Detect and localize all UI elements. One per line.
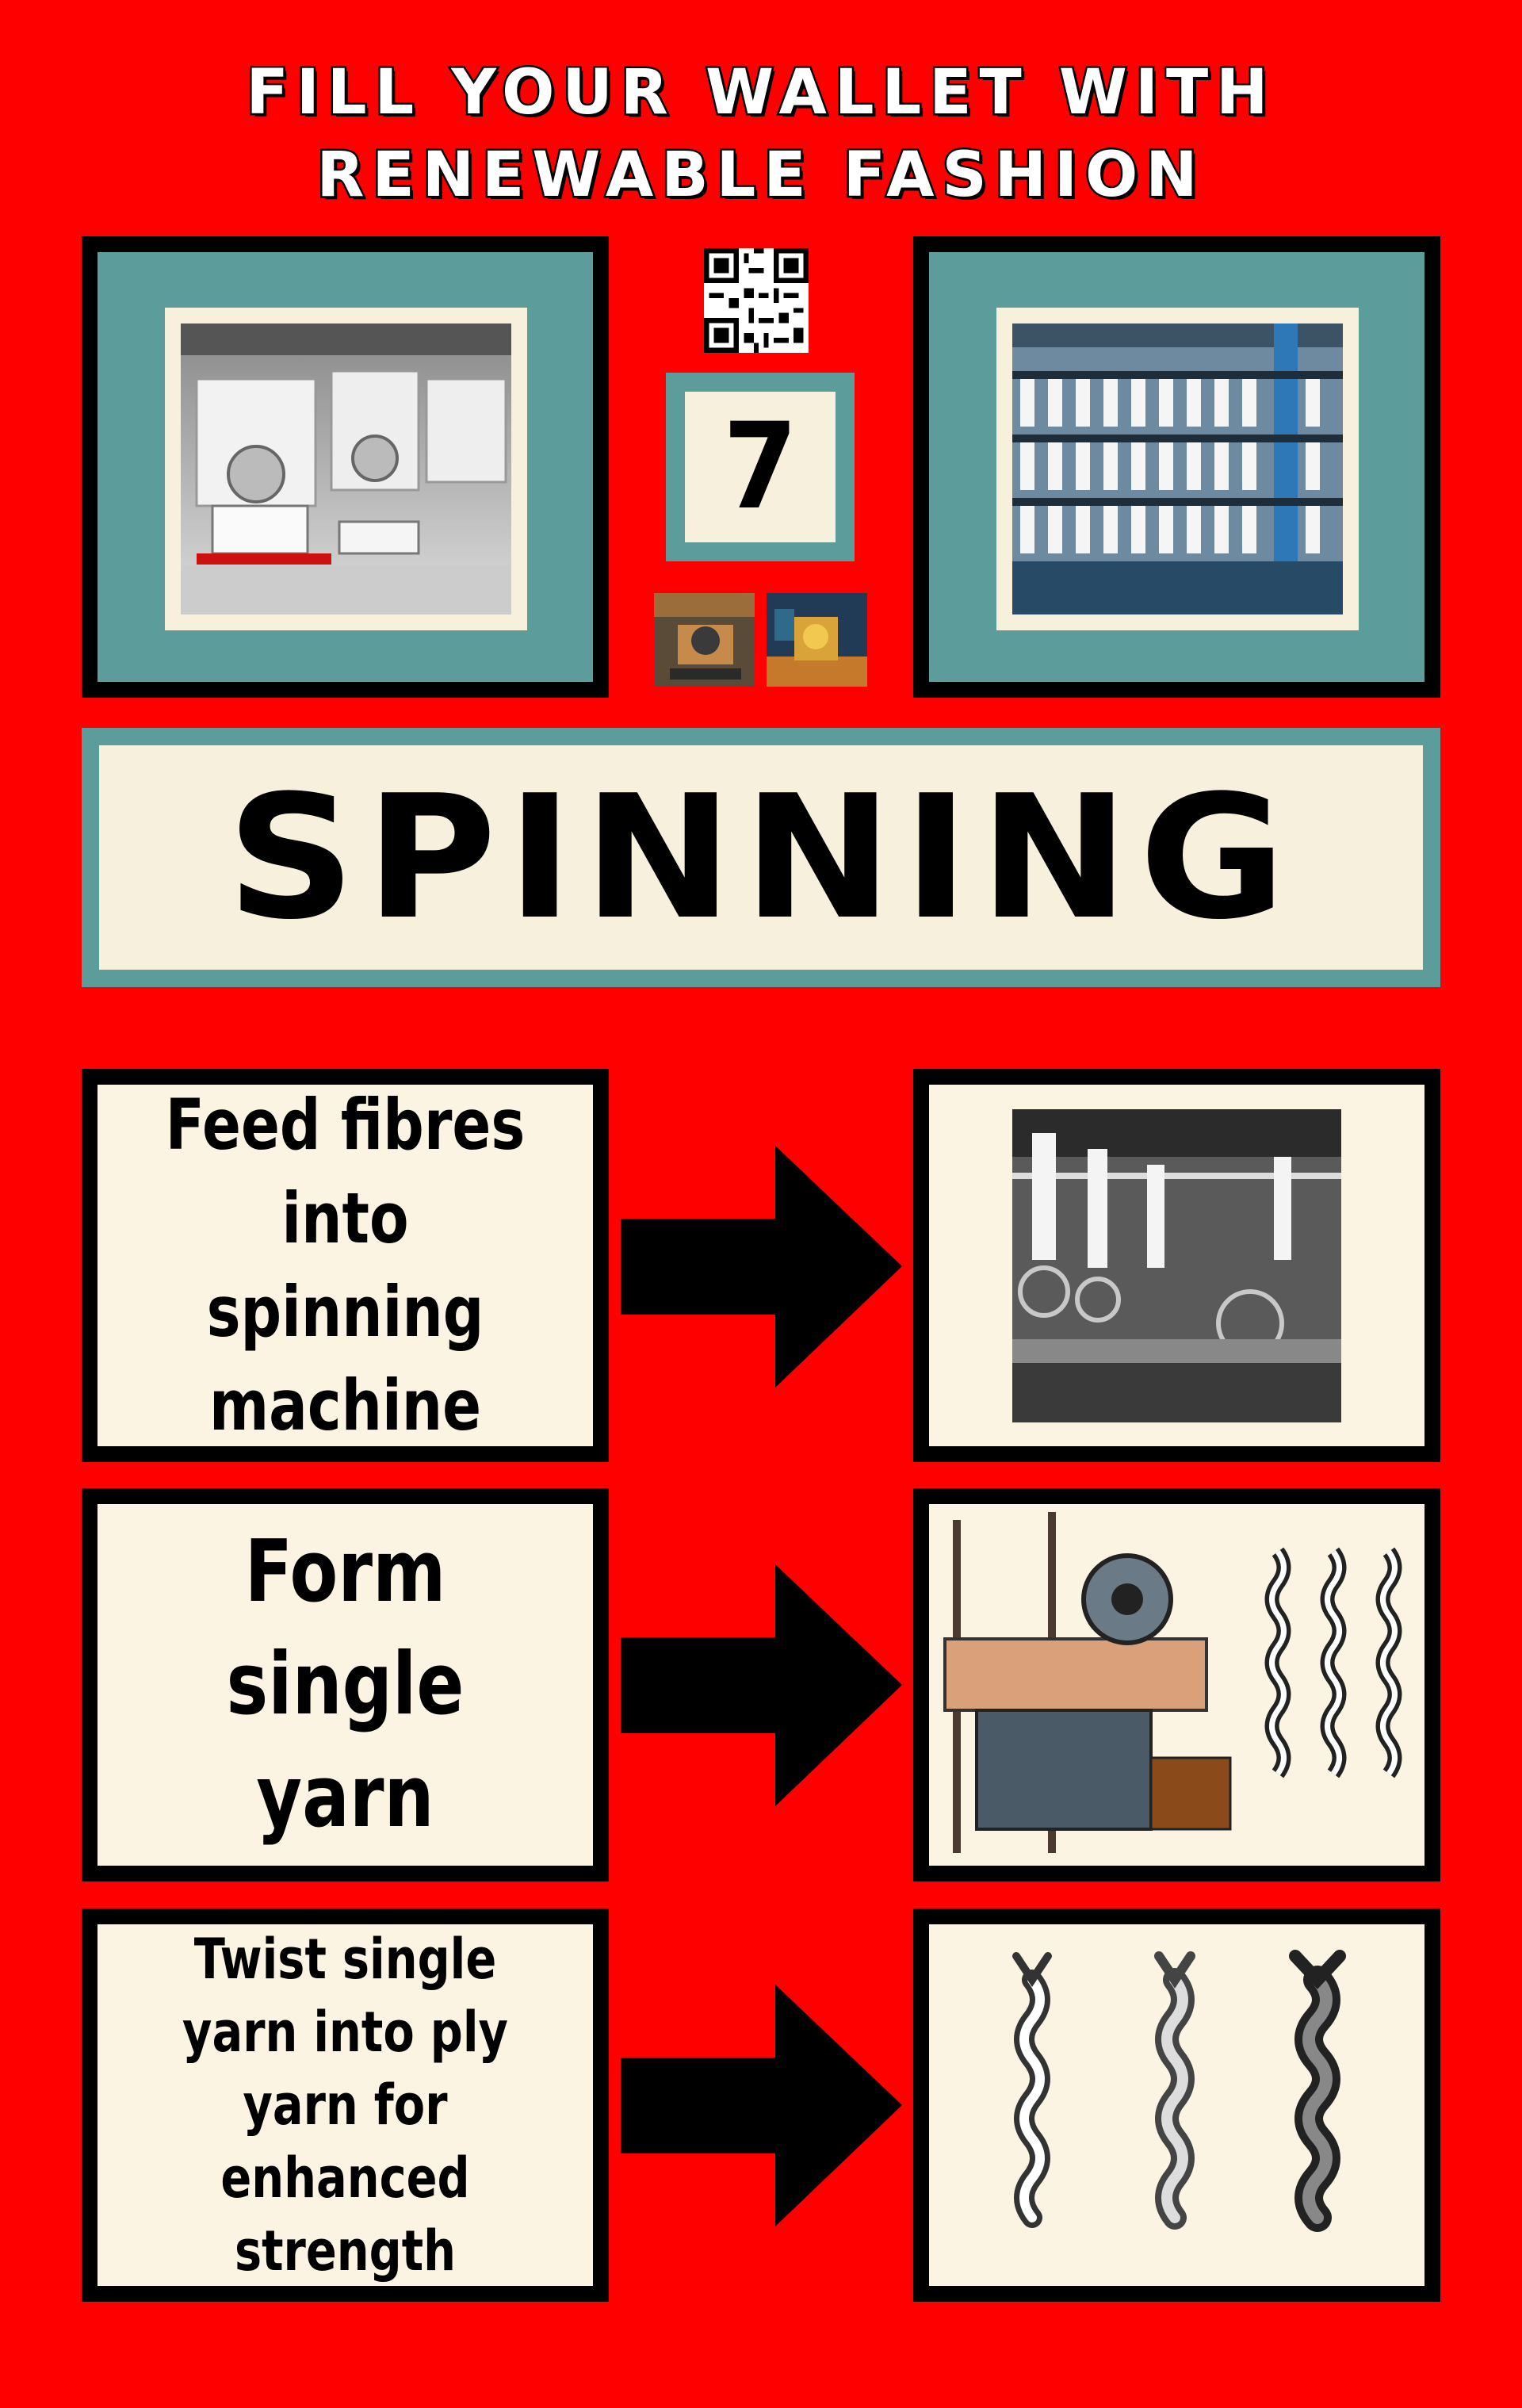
step-1-card: Feed fibres into spinning machine — [82, 1069, 609, 1462]
qr-code-icon[interactable] — [704, 248, 809, 353]
thumbnail-spinning-machine-2[interactable] — [767, 593, 867, 687]
step-3-text: Twist single yarn into ply yarn for enha… — [182, 1927, 508, 2284]
spinning-frames-photo — [1012, 323, 1343, 614]
step-number-badge: 7 — [666, 373, 855, 561]
step-3-image-card — [913, 1908, 1440, 2302]
spinning-machine-illustration — [1012, 1108, 1341, 1422]
ply-yarn-illustration — [929, 1924, 1424, 2286]
factory-machines-photo — [181, 323, 511, 614]
arrow-right-icon — [621, 1564, 902, 1806]
top-right-image-frame — [913, 236, 1440, 698]
step-3-card: Twist single yarn into ply yarn for enha… — [82, 1908, 609, 2302]
step-2-card: Form single yarn — [82, 1488, 609, 1882]
step-2-image-card — [913, 1488, 1440, 1882]
section-title-panel: SPINNING — [82, 728, 1440, 987]
step-2-text: Form single yarn — [226, 1522, 465, 1847]
section-title: SPINNING — [226, 758, 1296, 957]
top-left-image-frame — [82, 236, 609, 698]
vintage-spinning-machine-illustration — [929, 1504, 1424, 1866]
step-1-image-card — [913, 1069, 1440, 1462]
arrow-right-icon — [621, 1985, 902, 2226]
arrow-right-icon — [621, 1146, 902, 1388]
thumbnail-spinning-machine-1[interactable] — [654, 593, 755, 687]
badge-number: 7 — [723, 398, 797, 536]
step-1-text: Feed fibres into spinning machine — [165, 1084, 526, 1446]
header-line-1: FILL YOUR WALLET WITH — [244, 57, 1276, 128]
header-line-2: RENEWABLE FASHION — [315, 140, 1206, 211]
